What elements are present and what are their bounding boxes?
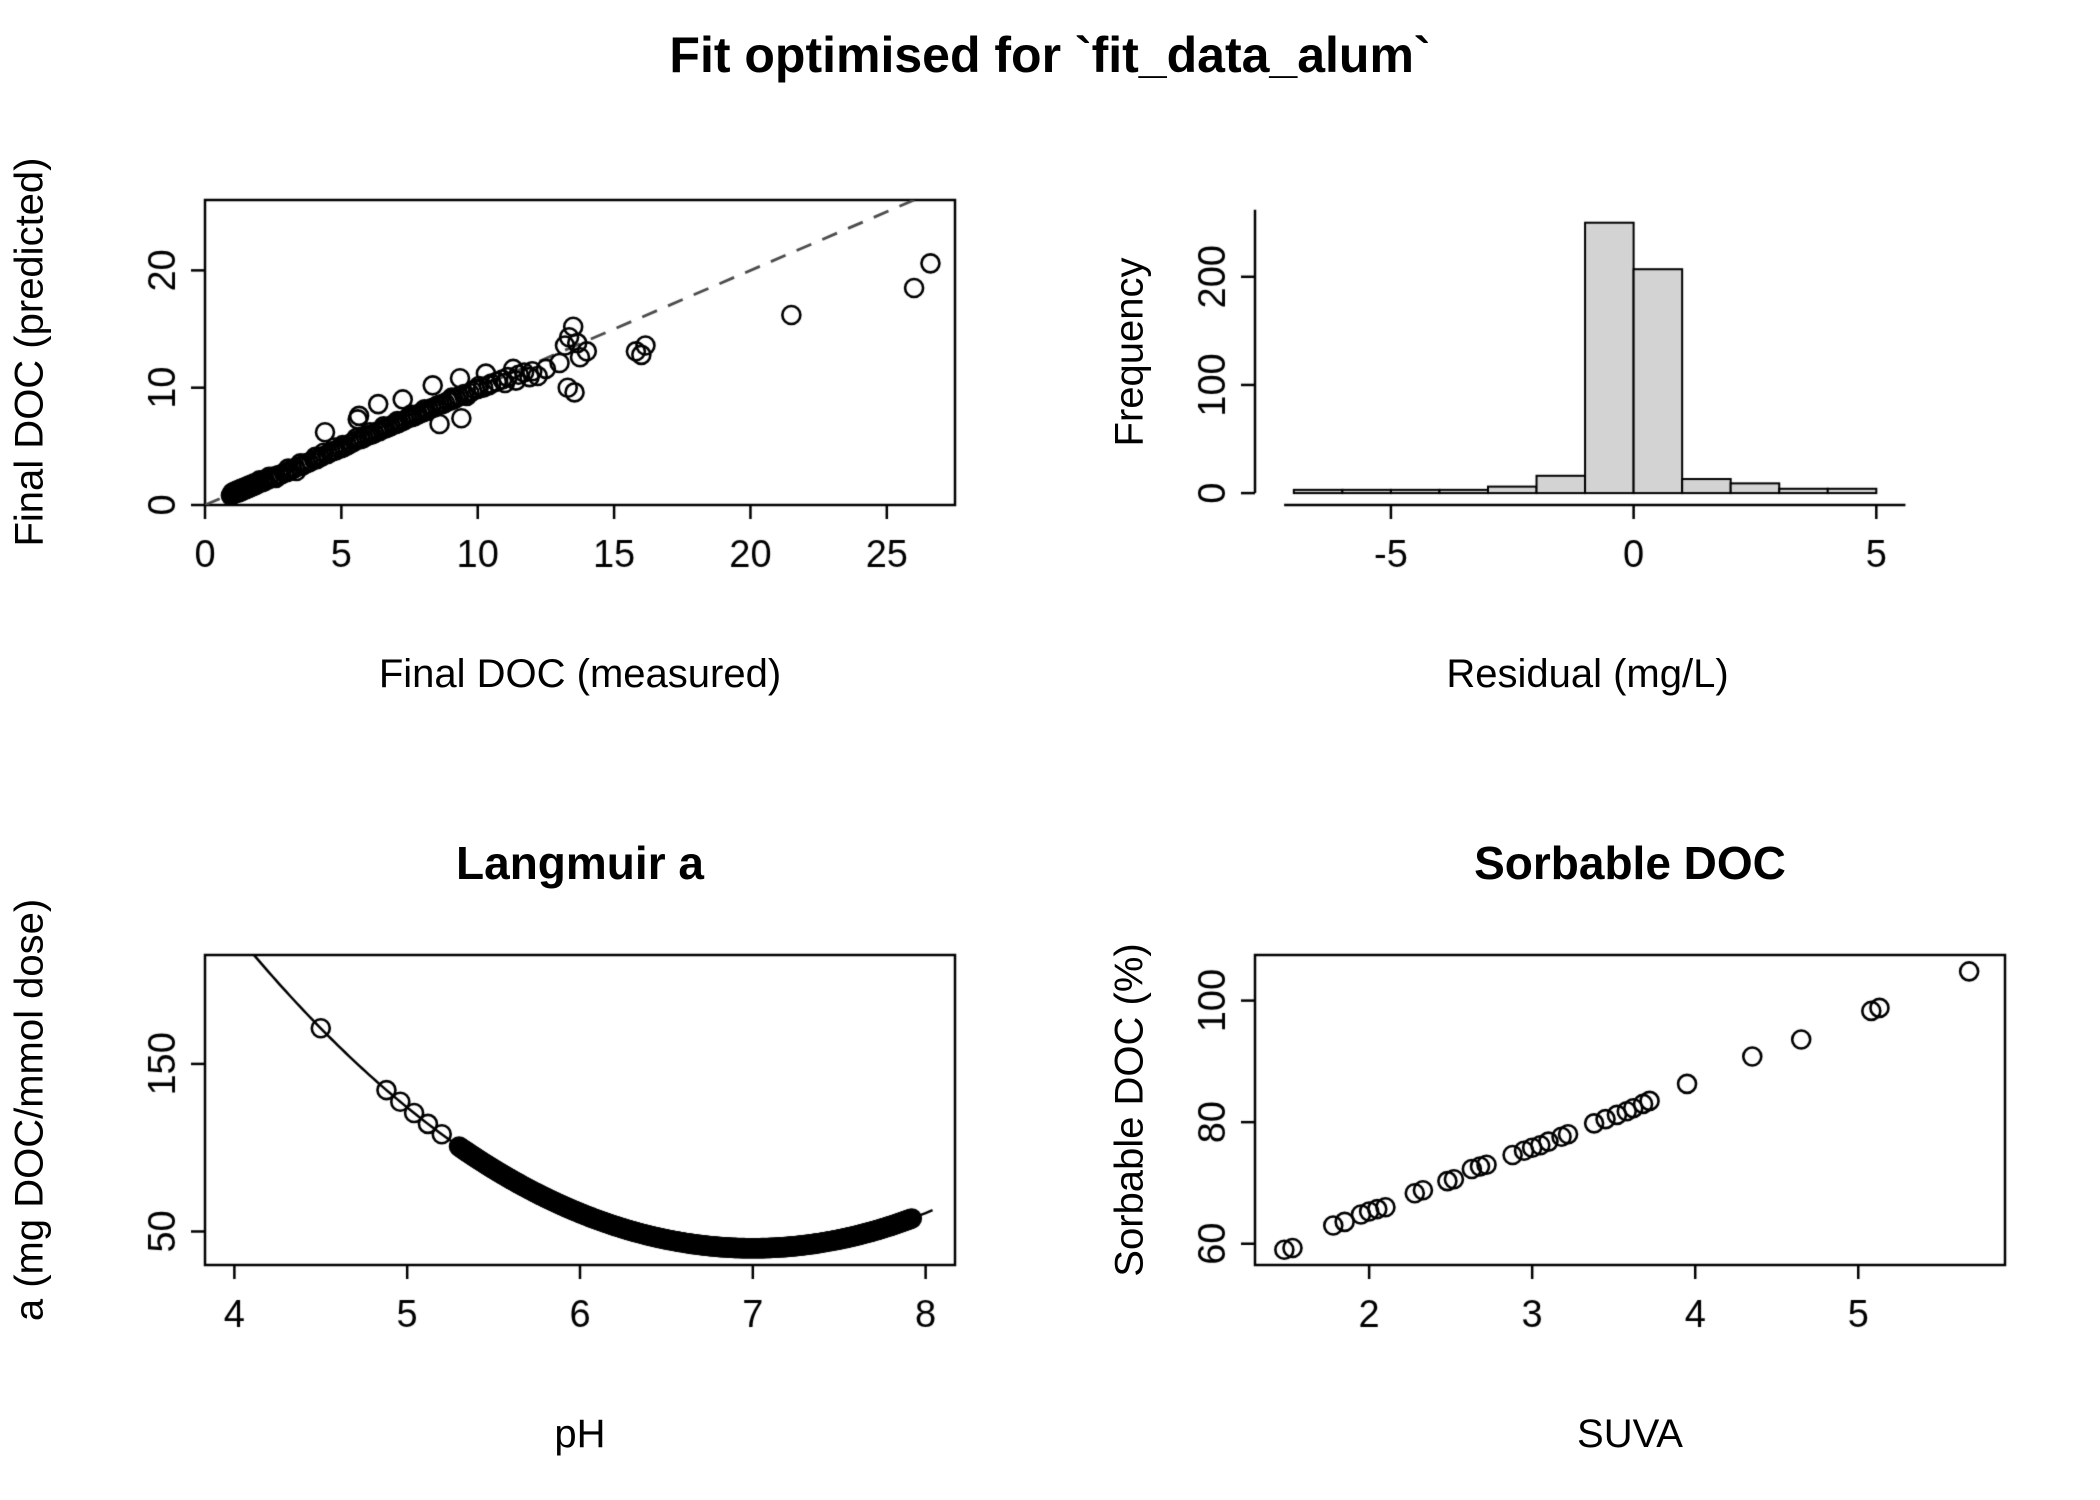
langmuir-title: Langmuir a — [456, 837, 704, 889]
fit-y-axis-label: Final DOC (predicted) — [7, 157, 52, 547]
langmuir-y-axis-label: a (mg DOC/mmol dose) — [7, 898, 52, 1322]
sorbable-x-axis-label: SUVA — [1577, 1412, 1683, 1456]
residuals-x-axis-label: Residual (mg/L) — [1446, 652, 1729, 696]
sorbable-title: Sorbable DOC — [1474, 837, 1786, 889]
residuals-y-axis-label: Frequency — [1107, 257, 1152, 447]
main-title: Fit optimised for `fit_data_alum` — [669, 27, 1431, 83]
langmuir-x-axis-label: pH — [554, 1412, 606, 1456]
sorbable-y-axis-label: Sorbable DOC (%) — [1107, 943, 1152, 1277]
fit-x-axis-label: Final DOC (measured) — [378, 652, 782, 696]
